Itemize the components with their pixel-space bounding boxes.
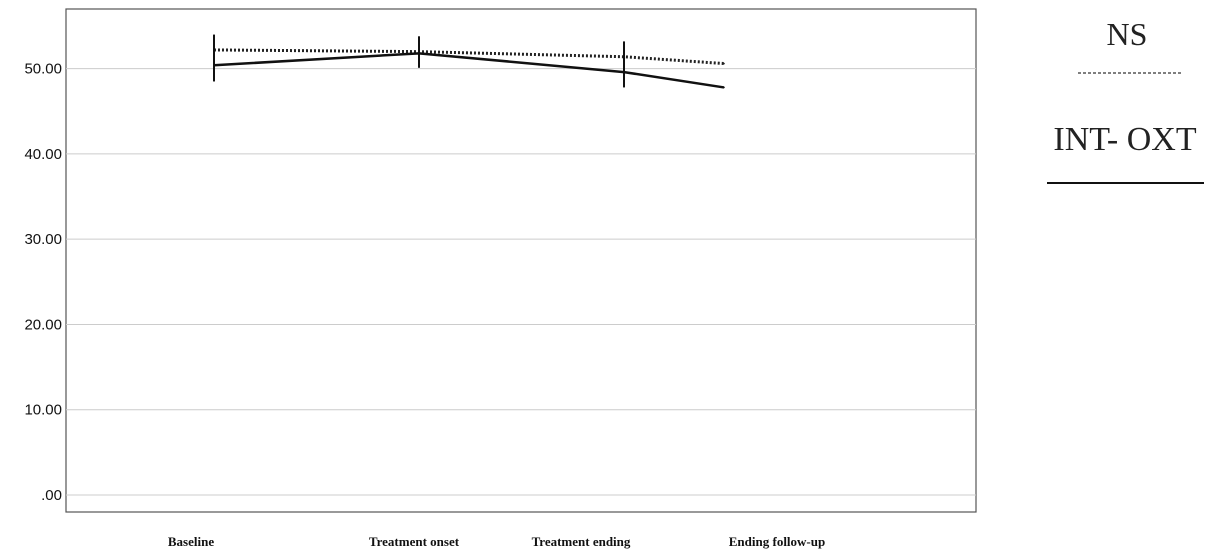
error-bars bbox=[213, 34, 625, 88]
x-tick-label: Baseline bbox=[168, 534, 214, 549]
series-line-ns bbox=[213, 48, 725, 66]
data-point bbox=[723, 62, 725, 65]
legend: NS INT- OXT bbox=[1047, 16, 1204, 184]
x-tick-label: Ending follow-up bbox=[729, 534, 825, 549]
y-tick-label: 30.00 bbox=[24, 231, 62, 248]
legend-label-ns: NS bbox=[1107, 16, 1148, 52]
y-tick-label: 20.00 bbox=[24, 316, 62, 333]
x-axis-ticks: Baseline Treatment onset Treatment ending E… bbox=[168, 534, 825, 549]
plot-area bbox=[65, 8, 977, 513]
y-tick-label: 50.00 bbox=[24, 61, 62, 78]
y-tick-label: 10.00 bbox=[24, 402, 62, 419]
series-line-int-oxt bbox=[213, 52, 725, 89]
y-axis-ticks: .00 10.00 20.00 30.00 40.00 50.00 bbox=[24, 61, 62, 504]
y-tick-label: 40.00 bbox=[24, 146, 62, 163]
legend-label-int-oxt: INT- OXT bbox=[1053, 121, 1196, 158]
x-tick-label: Treatment onset bbox=[369, 534, 460, 549]
gridlines bbox=[66, 68, 976, 496]
y-tick-label: .00 bbox=[41, 487, 62, 504]
data-point bbox=[723, 86, 725, 89]
x-tick-label: Treatment ending bbox=[532, 534, 631, 549]
